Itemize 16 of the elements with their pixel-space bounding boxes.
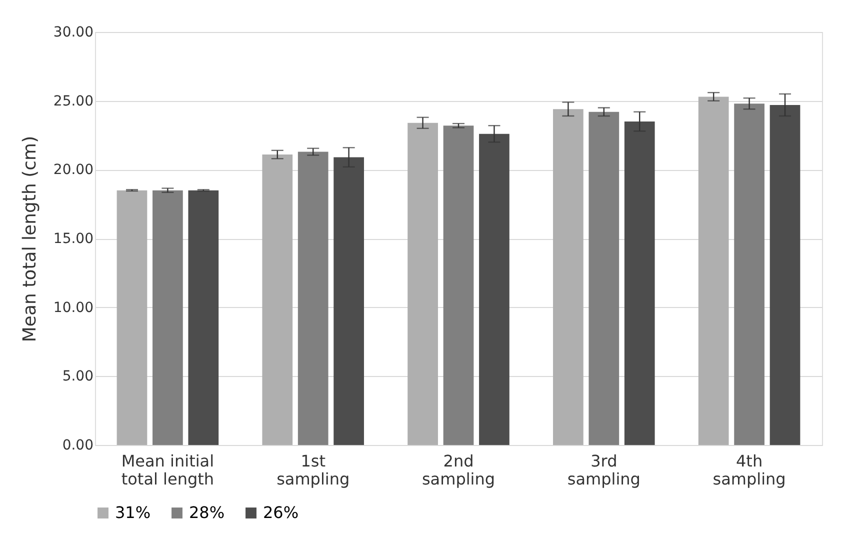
x-tick-label: 2nd sampling [422,452,496,488]
y-tick-label: 15.00 [53,231,94,247]
y-tick-label: 30.00 [53,24,94,40]
y-tick-label: 5.00 [62,368,94,385]
y-axis-title: Mean total length (cm) [19,136,40,342]
legend-label: 31% [115,503,151,522]
x-tick-label: 3rd sampling [567,452,640,488]
y-tick-label: 10.00 [53,300,94,316]
y-tick-label: 0.00 [62,438,94,454]
y-tick-label: 20.00 [53,162,94,178]
y-tick-label: 25.00 [53,93,94,110]
x-tick-label: 4th sampling [712,452,786,488]
x-tick-label: Mean initial total length [121,452,214,488]
legend-label: 26% [263,503,299,522]
x-tick-label: 1st sampling [276,452,350,488]
legend-label: 28% [189,503,225,522]
